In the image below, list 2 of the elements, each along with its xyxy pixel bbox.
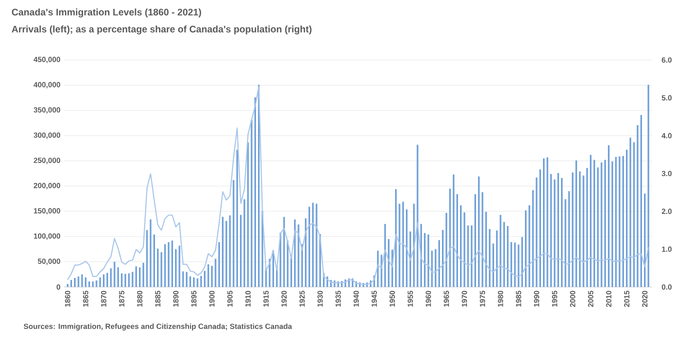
chart-subtitle: Arrivals (left); as a percentage share of Canada's population (right): [12, 26, 312, 34]
chart-title: Canada's Immigration Levels (1860 - 2021): [12, 8, 202, 18]
